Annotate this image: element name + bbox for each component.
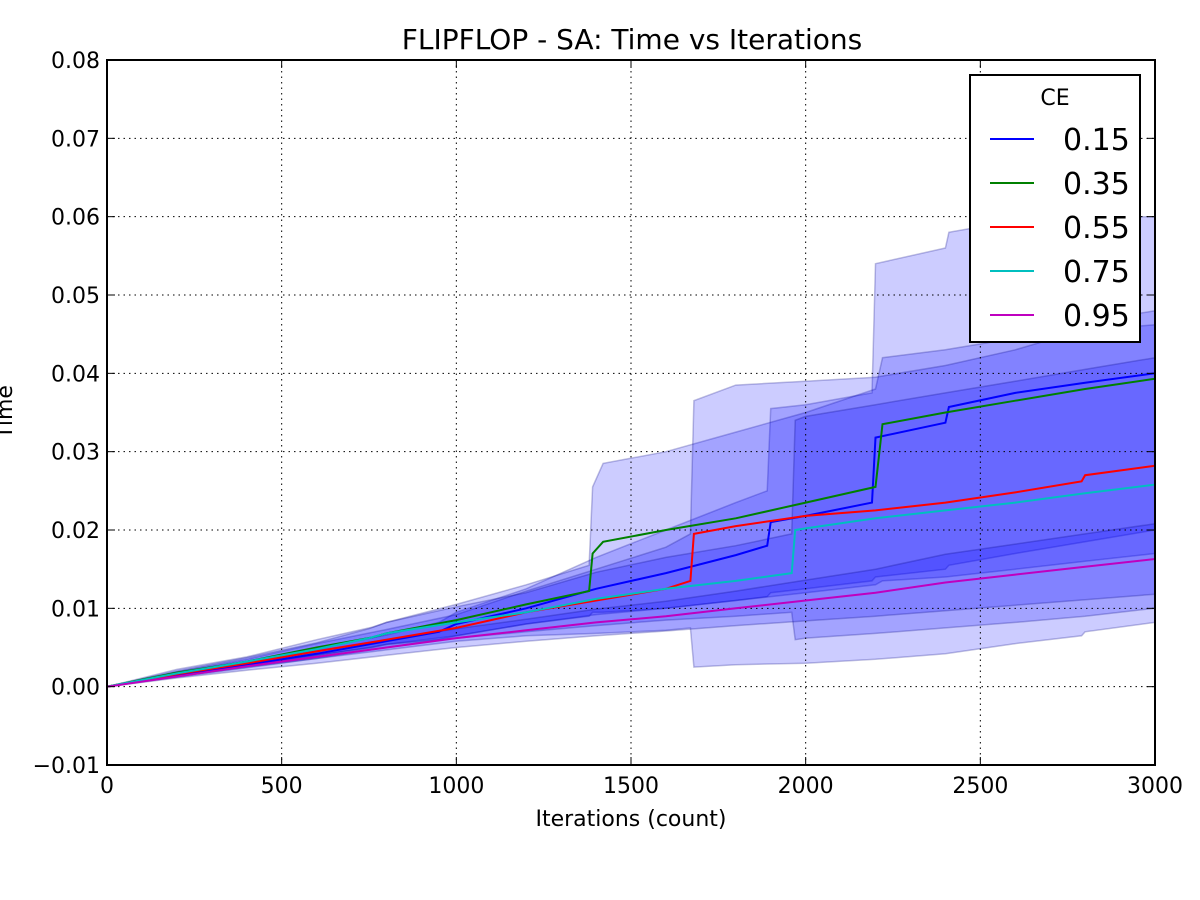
- legend-title: CE: [1040, 86, 1069, 111]
- series-line-0.75: [107, 483, 1155, 688]
- x-tick-label: 0: [100, 774, 114, 799]
- series-line-0.35: [107, 377, 1155, 688]
- x-tick-label: 3000: [1127, 774, 1183, 799]
- legend-label: 0.95: [1063, 299, 1130, 334]
- x-tick-label: 2500: [952, 774, 1008, 799]
- y-tick-label: 0.02: [51, 519, 100, 544]
- y-tick-label: 0.05: [51, 284, 100, 309]
- grid-lines: [107, 60, 1155, 765]
- x-tick-label: 1500: [603, 774, 659, 799]
- y-tick-label: 0.01: [51, 597, 100, 622]
- legend-box: [969, 74, 1141, 343]
- chart-title: FLIPFLOP - SA: Time vs Iterations: [402, 23, 863, 56]
- x-axis-label: Iterations (count): [535, 807, 726, 832]
- band-0.15: [107, 215, 1155, 688]
- legend-label: 0.35: [1063, 167, 1130, 202]
- legend: CE 0.15 0.35 0.55 0.75 0.95: [969, 74, 1141, 343]
- legend-label: 0.75: [1063, 255, 1130, 290]
- y-tick-label: 0.03: [51, 441, 100, 466]
- x-tick-label: 500: [261, 774, 303, 799]
- band-0.55: [107, 309, 1155, 688]
- y-axis-label: Time: [0, 385, 18, 440]
- legend-label: 0.55: [1063, 211, 1130, 246]
- legend-label: 0.15: [1063, 123, 1130, 158]
- y-tick-label: 0.06: [51, 206, 100, 231]
- y-tick-label: −0.01: [33, 754, 100, 779]
- y-tick-label: 0.04: [51, 362, 100, 387]
- y-tick-label: 0.00: [51, 676, 100, 701]
- y-tick-label: 0.08: [51, 49, 100, 74]
- axis-ticks: 0 500 1000 1500 2000 2500 3000 −0.01 0.00 0.01 0.0…: [33, 49, 1183, 799]
- x-tick-label: 1000: [428, 774, 484, 799]
- legend-items: 0.15 0.35 0.55 0.75 0.95: [990, 123, 1130, 334]
- x-tick-label: 2000: [778, 774, 834, 799]
- y-tick-label: 0.07: [51, 127, 100, 152]
- series-line-0.95: [107, 558, 1155, 688]
- series-lines: [107, 372, 1155, 688]
- series-line-0.55: [107, 464, 1155, 688]
